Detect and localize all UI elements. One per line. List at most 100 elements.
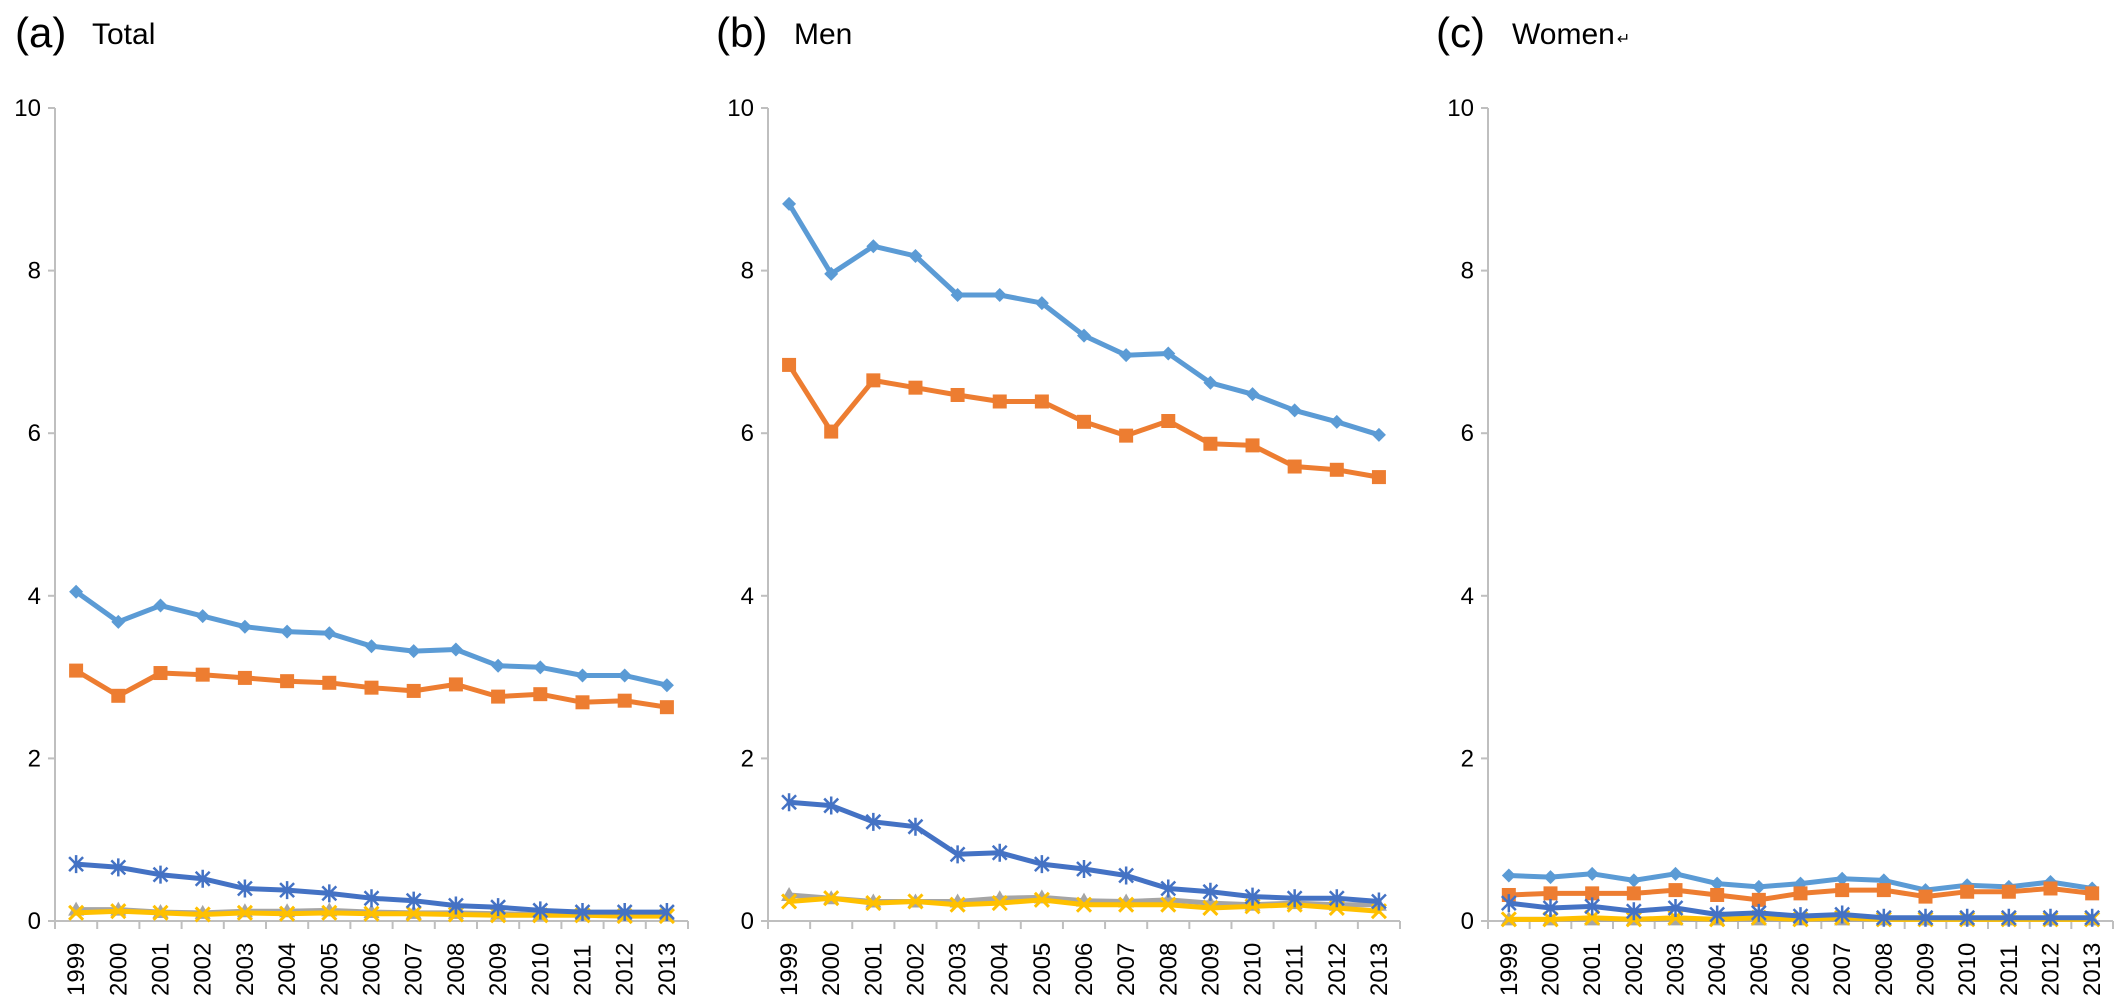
data-point-diamond (406, 644, 421, 659)
data-point-square (1793, 886, 1808, 901)
data-point-diamond (1710, 876, 1725, 891)
x-tick-label: 2005 (1029, 943, 1056, 996)
x-tick-label: 2004 (274, 943, 301, 996)
data-point-x (110, 903, 127, 920)
y-tick-label: 0 (1461, 908, 1474, 935)
data-point-star (1584, 897, 1601, 916)
data-point-square (824, 424, 839, 439)
x-tick-label: 2008 (443, 943, 470, 996)
data-point-diamond (1119, 348, 1134, 363)
chart-panel-2: (b) Men 0 2 4 6 8 10 1999 2000 2001 2002 2003 2004 200… (716, 9, 1401, 996)
data-point-square (491, 689, 506, 704)
x-tick-label: 2007 (1113, 943, 1140, 996)
data-point-diamond (1543, 870, 1558, 885)
data-point-square (992, 394, 1007, 409)
data-point-diamond (1751, 879, 1766, 894)
data-point-star (991, 843, 1008, 862)
y-tick-label: 4 (1461, 583, 1474, 610)
panel-title-mark: ↵ (1617, 31, 1630, 48)
series-diamond (1501, 866, 2100, 898)
x-tick-label: 2013 (654, 943, 681, 996)
data-point-square (533, 687, 548, 702)
data-point-square (1245, 438, 1260, 453)
data-point-diamond (1203, 375, 1218, 390)
y-tick-label: 0 (741, 908, 754, 935)
x-tick-label: 2001 (148, 943, 175, 996)
data-point-star (1076, 859, 1092, 878)
series-line-diamond (786, 201, 1382, 438)
data-point-star (532, 901, 549, 920)
x-tick-label: 2001 (860, 943, 887, 996)
panel-letter: (c) (1436, 9, 1485, 56)
x-tick-label: 2001 (1579, 943, 1606, 996)
data-point-x (1500, 911, 1517, 928)
data-point-star (1750, 903, 1767, 922)
data-point-x (907, 893, 924, 910)
data-point-square (575, 695, 590, 710)
x-tick-label: 2004 (1704, 943, 1731, 996)
data-point-star (1917, 908, 1934, 927)
x-tick-label: 2012 (612, 943, 639, 996)
data-point-diamond (153, 598, 168, 613)
y-tick-label: 10 (1447, 95, 1474, 122)
data-point-star (1160, 879, 1177, 898)
data-point-square (1543, 886, 1558, 901)
x-tick-label: 2000 (818, 943, 845, 996)
x-tick-label: 2012 (1324, 943, 1351, 996)
data-point-star (1033, 855, 1050, 874)
data-point-square (782, 357, 797, 372)
data-point-square (659, 700, 674, 715)
data-point-star (1202, 882, 1219, 901)
data-point-square (406, 683, 421, 698)
data-point-star (490, 898, 506, 917)
data-point-square (950, 387, 965, 402)
data-point-star (907, 817, 924, 836)
x-tick-label: 1999 (776, 943, 803, 996)
data-point-star (1500, 894, 1517, 913)
data-point-diamond (782, 196, 797, 211)
y-tick-label: 10 (14, 95, 41, 122)
data-point-square (322, 675, 337, 690)
data-point-diamond (1585, 866, 1600, 881)
y-tick-label: 4 (741, 583, 754, 610)
x-tick-label: 2013 (2079, 943, 2106, 996)
x-tick-label: 2006 (1071, 943, 1098, 996)
data-point-star (2000, 908, 2017, 927)
panel-title: Women (1512, 18, 1615, 51)
data-point-diamond (1245, 387, 1260, 402)
data-point-diamond (533, 660, 548, 675)
data-point-square (1876, 883, 1891, 898)
data-point-diamond (1287, 403, 1302, 418)
data-point-x (152, 904, 169, 921)
data-point-square (1329, 462, 1344, 477)
x-tick-label: 2008 (1871, 943, 1898, 996)
x-tick-label: 2009 (485, 943, 512, 996)
chart-panel-1: (a) Total 0 2 4 6 8 10 1999 2000 2001 2002 2003 2004 2… (14, 9, 689, 996)
x-tick-label: 2006 (359, 943, 386, 996)
data-point-square (364, 680, 379, 695)
data-point-star (1667, 898, 1684, 917)
data-point-star (574, 903, 591, 922)
data-point-star (949, 845, 966, 864)
data-point-x (991, 895, 1008, 912)
data-point-square (1077, 414, 1091, 429)
data-point-x (363, 905, 380, 922)
y-tick-label: 6 (741, 420, 754, 447)
data-point-star (279, 881, 295, 900)
data-point-square (1668, 883, 1683, 898)
data-point-x (1542, 911, 1559, 928)
data-point-square (195, 667, 210, 682)
data-point-diamond (237, 619, 252, 634)
data-point-x (1033, 891, 1050, 908)
y-tick-label: 0 (28, 908, 41, 935)
x-tick-label: 2011 (570, 944, 597, 996)
data-point-star (152, 865, 169, 884)
data-point-star (1371, 892, 1387, 911)
x-tick-label: 2003 (945, 943, 972, 996)
data-point-square (2001, 884, 2016, 899)
data-point-x (949, 896, 966, 913)
data-point-star (2042, 908, 2059, 927)
data-point-star (1792, 907, 1809, 926)
data-point-x (279, 905, 296, 922)
x-tick-label: 2010 (527, 943, 554, 996)
